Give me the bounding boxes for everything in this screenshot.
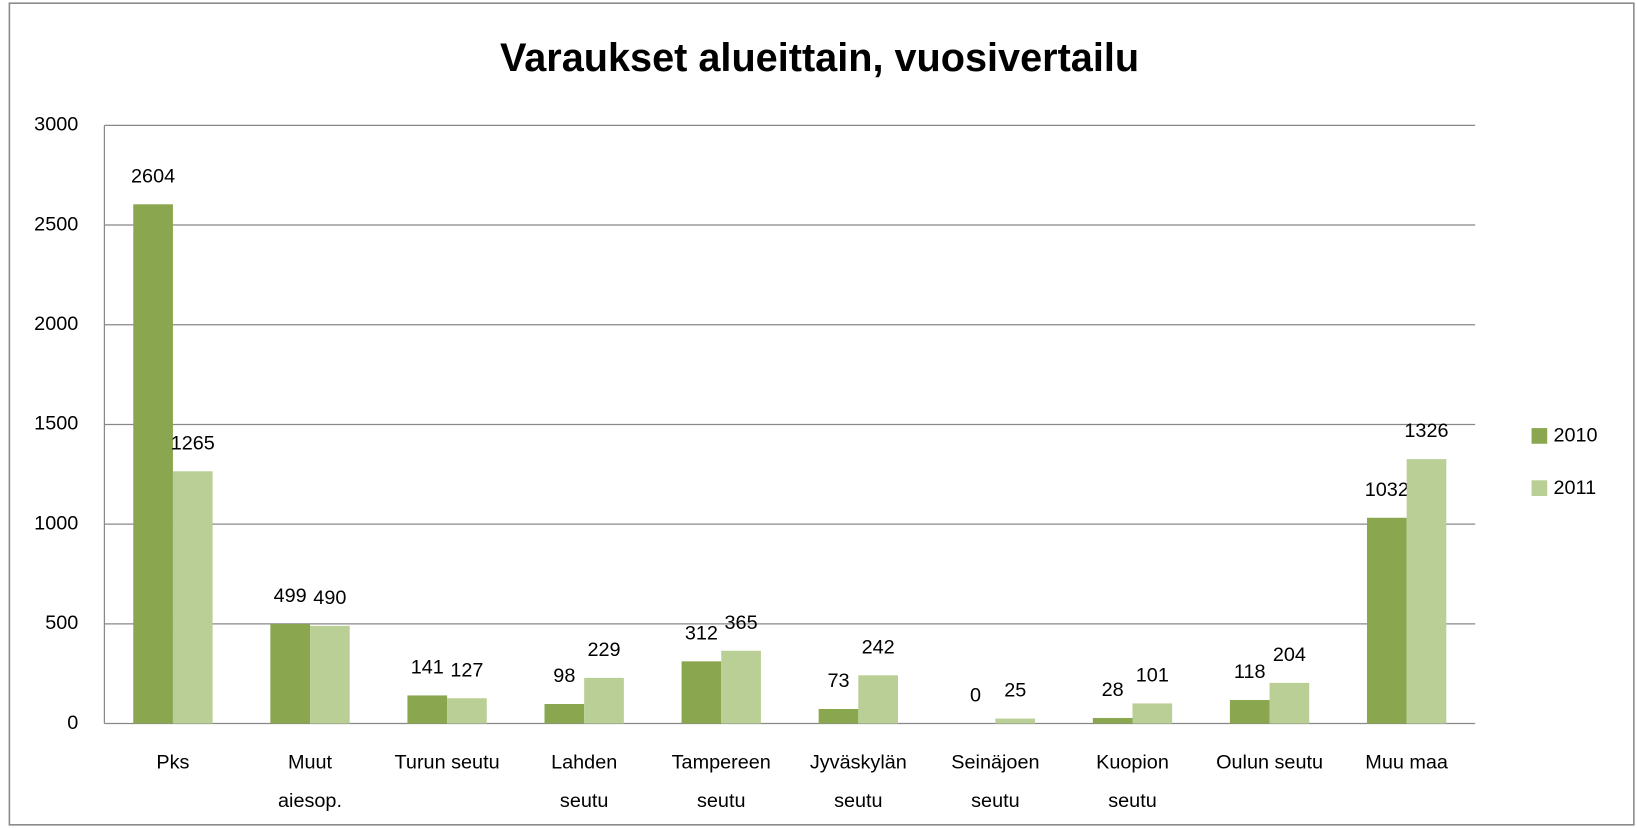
x-tick-label: aiesop. [278, 790, 342, 812]
data-label: 365 [725, 612, 758, 634]
legend-label: 2010 [1553, 425, 1597, 447]
bar [1269, 682, 1310, 724]
y-tick-label: 500 [45, 612, 78, 634]
data-label: 127 [450, 659, 483, 681]
data-label: 118 [1234, 661, 1266, 683]
y-tick-label: 1500 [34, 413, 78, 435]
bar [681, 661, 722, 724]
data-label: 2604 [131, 165, 175, 187]
legend-label: 2011 [1553, 477, 1596, 499]
x-tick-label: Seinäjoen [951, 751, 1039, 773]
x-tick-label: Turun seutu [395, 751, 500, 773]
bar [858, 675, 899, 724]
data-label: 0 [970, 685, 981, 707]
data-label: 490 [313, 587, 346, 609]
x-tick-label: seutu [697, 790, 746, 812]
data-label: 242 [862, 636, 895, 658]
x-tick-label: seutu [834, 790, 883, 812]
bar [584, 677, 624, 724]
data-label: 101 [1136, 664, 1169, 686]
x-tick-label: seutu [971, 790, 1020, 812]
y-tick-label: 2000 [34, 313, 78, 335]
x-tick-label: Kuopion [1096, 751, 1169, 773]
bar [818, 708, 859, 724]
data-label: 499 [274, 585, 307, 607]
legend-swatch [1531, 428, 1548, 444]
data-label: 28 [1102, 679, 1124, 701]
bar [133, 204, 173, 724]
bar [1092, 717, 1133, 724]
bar [270, 624, 311, 724]
bar [1132, 703, 1173, 724]
y-tick-label: 0 [67, 712, 78, 734]
x-tick-label: seutu [560, 790, 609, 812]
bar [407, 695, 448, 724]
bar [1406, 459, 1447, 724]
bar [544, 704, 585, 724]
legend-swatch [1531, 480, 1548, 496]
x-tick-label: Jyväskylän [810, 751, 907, 773]
data-label: 312 [685, 622, 718, 644]
x-tick-label: Tampereen [672, 751, 771, 773]
bar [721, 650, 761, 724]
data-label: 141 [411, 657, 444, 679]
bar [447, 698, 487, 724]
data-label: 73 [827, 670, 849, 692]
y-tick-label: 3000 [34, 114, 78, 136]
data-label: 229 [587, 639, 620, 661]
x-tick-label: seutu [1108, 790, 1157, 812]
x-tick-label: Muut [288, 751, 333, 773]
x-tick-label: Lahden [551, 751, 617, 773]
data-label: 1326 [1404, 420, 1448, 442]
bar [1366, 517, 1407, 724]
chart-title: Varaukset alueittain, vuosivertailu [500, 36, 1139, 80]
data-label: 1265 [171, 432, 215, 454]
data-label: 98 [553, 665, 575, 687]
x-tick-label: Muu maa [1365, 751, 1449, 773]
data-label: 204 [1273, 644, 1306, 666]
data-label: 25 [1004, 680, 1026, 702]
bar [172, 471, 213, 724]
x-tick-label: Oulun seutu [1216, 751, 1323, 773]
y-tick-label: 2500 [34, 213, 78, 235]
data-label: 1032 [1365, 479, 1409, 501]
y-tick-label: 1000 [34, 512, 78, 534]
x-tick-label: Pks [156, 751, 189, 773]
bar [310, 625, 350, 724]
bar [995, 718, 1036, 724]
bar [1229, 700, 1270, 724]
